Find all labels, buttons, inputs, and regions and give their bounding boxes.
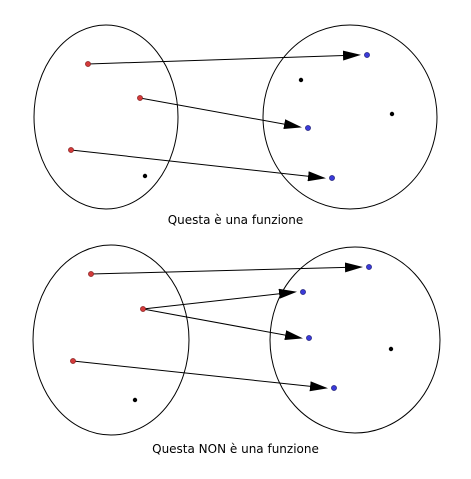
unmapped-point xyxy=(142,173,148,179)
mapping-arrow xyxy=(142,308,303,341)
unmapped-point xyxy=(132,397,138,403)
unmapped-point xyxy=(388,346,394,352)
domain-set-ellipse xyxy=(33,24,179,210)
codomain-point xyxy=(306,335,312,341)
unmapped-point xyxy=(389,111,395,117)
mapping-arrow xyxy=(139,97,302,130)
domain-point xyxy=(137,95,143,101)
function-diagram xyxy=(33,24,438,210)
function-caption: Questa è una funzione xyxy=(167,213,304,227)
domain-set-ellipse xyxy=(32,244,190,436)
codomain-point xyxy=(366,264,372,270)
codomain-set-ellipse xyxy=(262,24,438,210)
domain-point xyxy=(70,358,76,364)
mapping-arrow xyxy=(142,288,297,310)
mapping-arrow xyxy=(87,50,361,65)
codomain-point xyxy=(305,125,311,131)
codomain-set-ellipse xyxy=(269,246,441,434)
domain-point xyxy=(68,147,74,153)
domain-point xyxy=(140,306,146,312)
non-function-diagram xyxy=(32,244,441,436)
domain-point xyxy=(88,271,94,277)
mapping-arrow xyxy=(72,360,328,392)
mapping-arrow xyxy=(90,262,363,275)
unmapped-point xyxy=(298,77,304,83)
codomain-point xyxy=(300,289,306,295)
codomain-point xyxy=(364,52,370,58)
mapping-arrow xyxy=(70,149,326,182)
domain-point xyxy=(85,61,91,67)
non-function-caption: Questa NON è una funzione xyxy=(152,442,319,456)
codomain-point xyxy=(329,175,335,181)
codomain-point xyxy=(331,385,337,391)
